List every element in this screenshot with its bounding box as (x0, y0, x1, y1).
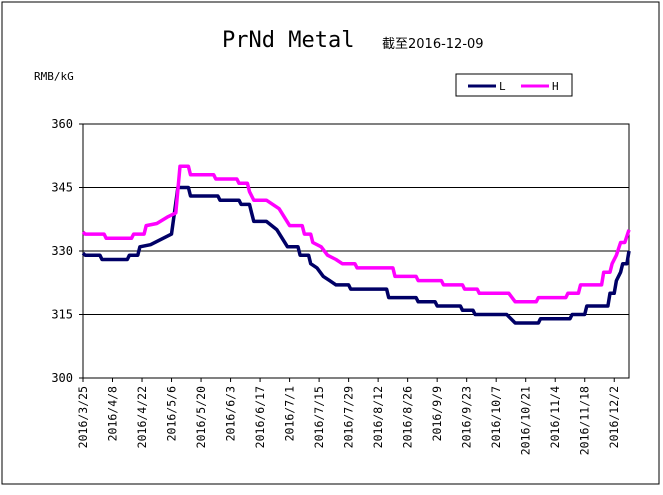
series-line-l (81, 185, 631, 325)
x-tick-label: 2016/12/2 (607, 386, 621, 448)
chart-subtitle: 截至2016-12-09 (382, 37, 484, 52)
x-tick-label: 2016/6/3 (224, 386, 238, 441)
x-tick-label: 2016/4/8 (106, 386, 120, 441)
x-tick-label: 2016/10/7 (489, 386, 503, 448)
x-tick-label: 2016/7/29 (342, 386, 356, 448)
x-tick-label: 2016/8/26 (401, 386, 415, 448)
chart-title: PrNd Metal (222, 28, 354, 53)
y-axis-unit: RMB/kG (34, 70, 74, 83)
series-line-h (81, 164, 631, 304)
x-tick-label: 2016/11/18 (578, 386, 592, 455)
x-axis-ticks: 2016/3/25 2016/4/8 2016/4/22 2016/5/6 2016/5… (76, 378, 621, 455)
y-tick-label: 315 (51, 308, 73, 322)
y-tick-label: 360 (51, 117, 73, 131)
x-tick-label: 2016/7/1 (283, 386, 297, 441)
x-tick-label: 2016/11/4 (548, 386, 562, 448)
y-tick-label: 300 (51, 371, 73, 385)
y-tick-label: 330 (51, 244, 73, 258)
x-tick-label: 2016/3/25 (76, 386, 90, 448)
legend: L H (455, 73, 573, 97)
x-tick-label: 2016/6/17 (253, 386, 267, 448)
legend-label-h: H (552, 80, 559, 93)
x-tick-label: 2016/9/9 (430, 386, 444, 441)
y-tick-label: 345 (51, 181, 73, 195)
series-group (81, 164, 631, 325)
y-axis-ticks: 300 315 330 345 360 (51, 117, 83, 385)
x-tick-label: 2016/7/15 (312, 386, 326, 448)
x-tick-label: 2016/5/6 (165, 386, 179, 441)
legend-box (455, 73, 573, 97)
x-tick-label: 2016/4/22 (135, 386, 149, 448)
x-tick-label: 2016/5/20 (194, 386, 208, 448)
x-tick-label: 2016/8/12 (371, 386, 385, 448)
x-tick-label: 2016/10/21 (519, 386, 533, 455)
gridlines (83, 187, 629, 315)
x-tick-label: 2016/9/23 (460, 386, 474, 448)
legend-label-l: L (499, 80, 506, 93)
